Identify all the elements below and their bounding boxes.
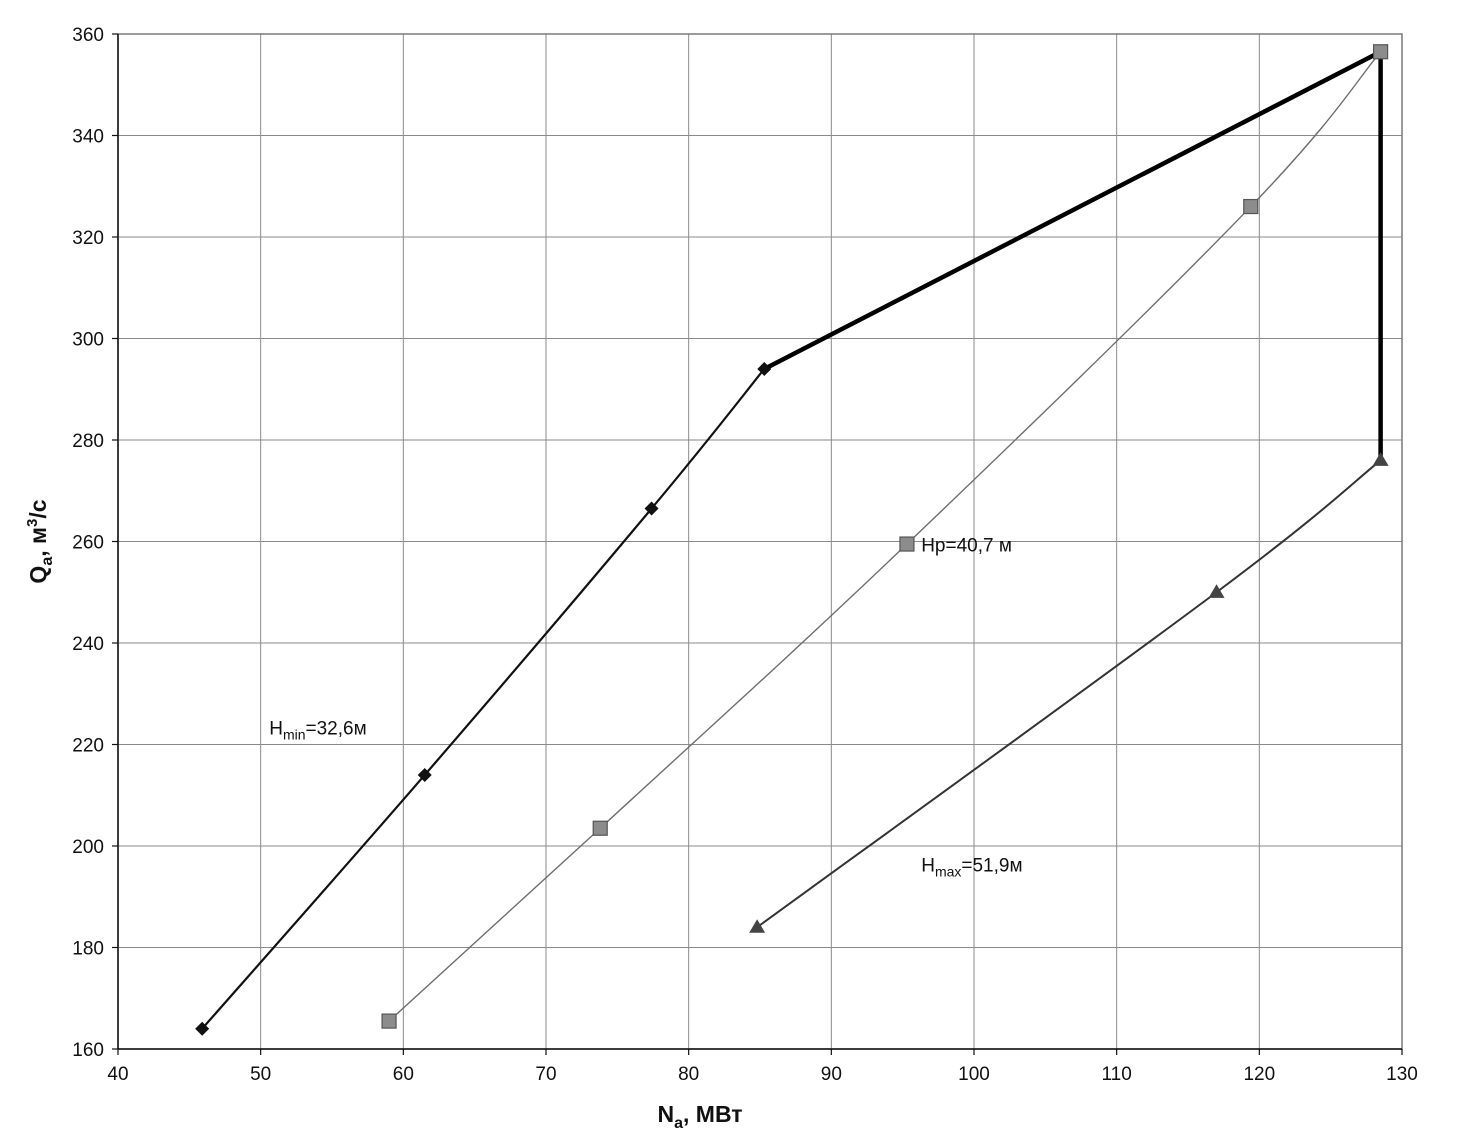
annotation-hmin: Hmin=32,6м	[269, 718, 366, 742]
point-hp	[899, 536, 915, 552]
annotation-hmax-rest: =51,9м	[961, 855, 1022, 876]
y-tick-label: 200	[72, 837, 104, 858]
x-tick-labels: 40 50 60 70 80 90 100 110 120 130	[107, 1049, 1418, 1085]
y-tick-label: 220	[72, 736, 104, 757]
y-tick-label: 300	[72, 330, 104, 351]
point-hp	[381, 1013, 397, 1029]
x-tick-label: 80	[678, 1064, 699, 1085]
y-tick-label: 260	[72, 533, 104, 554]
annotation-hp: Hp=40,7 м	[921, 536, 1012, 557]
y-axis-title-sub: a	[39, 557, 56, 566]
x-tick-label: 130	[1386, 1064, 1418, 1085]
annotation-hmin-main: H	[269, 718, 283, 739]
point-hmin	[417, 767, 432, 782]
point-hp	[1243, 198, 1259, 215]
x-tick-label: 100	[958, 1064, 990, 1085]
marker-layer	[195, 44, 1389, 1036]
y-axis-title-rest1: , м	[25, 527, 51, 557]
y-tick-labels: 160 180 200 220 240 260 280 300 320 340 360	[72, 25, 118, 1061]
series-line-hmax	[756, 459, 1382, 929]
x-tick-label: 110	[1102, 1064, 1132, 1085]
x-axis-title-main: N	[657, 1101, 674, 1127]
point-hmin	[757, 361, 772, 376]
y-tick-label: 320	[72, 228, 104, 249]
point-hp	[592, 820, 608, 836]
x-tick-label: 70	[535, 1064, 556, 1085]
y-axis-title: Qa, м3/с	[24, 499, 56, 583]
point-hp	[1372, 44, 1389, 60]
grid	[118, 33, 1403, 1049]
x-tick-label: 60	[393, 1064, 414, 1085]
annotation-hp-main: Hp=40,7 м	[921, 536, 1012, 557]
x-tick-label: 40	[107, 1064, 128, 1085]
x-axis-title: Na, МВт	[657, 1101, 742, 1132]
annotation-hmin-sub: min	[283, 726, 306, 742]
series-line-hmin	[201, 367, 766, 1030]
point-hmax	[749, 919, 766, 933]
annotation-hmin-rest: =32,6м	[306, 718, 367, 739]
y-axis-title-sup: 3	[24, 519, 41, 527]
y-tick-label: 240	[72, 634, 104, 655]
y-tick-label: 280	[72, 431, 104, 452]
y-tick-label: 340	[72, 127, 104, 148]
annotations: Hmin=32,6м Hp=40,7 м Hmax=51,9м	[269, 536, 1022, 880]
y-tick-label: 180	[72, 939, 104, 960]
y-tick-label: 360	[72, 25, 104, 46]
annotation-hmax-main: H	[921, 855, 935, 876]
x-axis-title-sub: a	[674, 1115, 683, 1132]
y-axis-title-rest2: /с	[25, 499, 51, 518]
point-hmax	[1208, 584, 1225, 598]
annotation-hmax: Hmax=51,9м	[921, 855, 1022, 879]
point-hmin	[195, 1021, 210, 1036]
point-hmax	[1372, 452, 1389, 466]
y-tick-label: 160	[72, 1040, 104, 1061]
point-hmin	[644, 501, 659, 516]
x-axis-title-rest: , МВт	[683, 1101, 743, 1127]
x-tick-label: 120	[1243, 1064, 1275, 1085]
annotation-hmax-sub: max	[935, 863, 961, 879]
x-tick-label: 50	[250, 1064, 271, 1085]
y-axis-title-main: Q	[25, 566, 51, 584]
x-tick-label: 90	[821, 1064, 842, 1085]
